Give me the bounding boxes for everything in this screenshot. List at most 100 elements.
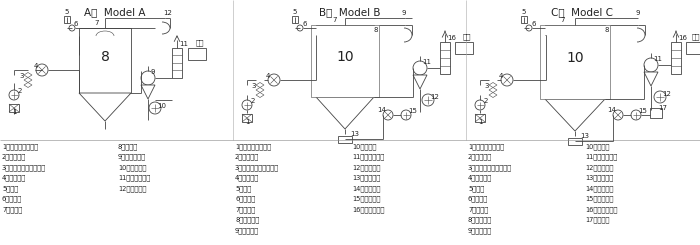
Text: 7、雾化器: 7、雾化器	[235, 206, 256, 213]
Text: 14: 14	[608, 107, 617, 113]
Text: 5、料棒: 5、料棒	[2, 185, 18, 192]
Bar	[455, 42, 473, 54]
Text: 8: 8	[605, 27, 609, 33]
Bar	[475, 114, 485, 122]
Circle shape	[501, 74, 513, 86]
Text: 水箱: 水箱	[196, 40, 204, 46]
Text: 4: 4	[34, 63, 38, 69]
Text: 1、粗效空气过滤器: 1、粗效空气过滤器	[468, 143, 504, 150]
Text: 6、给料泵: 6、给料泵	[235, 196, 256, 202]
Text: 7: 7	[332, 17, 337, 23]
Text: 3、中、高效空气过滤器: 3、中、高效空气过滤器	[235, 164, 279, 171]
Text: 3、中、高效空气过滤器: 3、中、高效空气过滤器	[468, 164, 512, 171]
Text: 4、电加热器: 4、电加热器	[468, 174, 492, 181]
Circle shape	[654, 91, 666, 103]
Text: 4、电加热器: 4、电加热器	[2, 174, 27, 181]
Text: 3、中、高效空气过滤器: 3、中、高效空气过滤器	[2, 164, 46, 171]
Bar	[9, 104, 19, 112]
Polygon shape	[644, 72, 658, 86]
Text: 9、旋风分魔器: 9、旋风分魔器	[118, 154, 146, 160]
Text: 16: 16	[678, 35, 687, 41]
Bar	[686, 42, 700, 54]
Text: 12: 12	[164, 10, 172, 16]
Text: 17、除湿机: 17、除湿机	[585, 217, 610, 223]
Polygon shape	[256, 93, 264, 98]
Bar	[440, 42, 450, 74]
Polygon shape	[24, 83, 32, 87]
Bar	[338, 135, 352, 143]
Text: 8、干燥塔: 8、干燥塔	[118, 143, 139, 150]
Text: 14、电加热器: 14、电加热器	[585, 185, 613, 192]
Text: 11: 11	[654, 56, 662, 62]
Circle shape	[401, 110, 411, 120]
Text: 2: 2	[251, 98, 256, 104]
Text: 1、粗效空气过滤器: 1、粗效空气过滤器	[235, 143, 271, 150]
Text: 12: 12	[663, 91, 671, 97]
Text: 4: 4	[266, 73, 270, 79]
Text: 15、气扫风机: 15、气扫风机	[352, 196, 380, 202]
Text: 10、干燥塔: 10、干燥塔	[352, 143, 377, 150]
Circle shape	[383, 110, 393, 120]
Text: C型  Model C: C型 Model C	[551, 7, 613, 17]
Polygon shape	[316, 97, 374, 129]
Text: 9: 9	[402, 10, 406, 16]
Text: 10、引风风机: 10、引风风机	[118, 164, 146, 171]
Bar	[545, 25, 605, 99]
Polygon shape	[489, 87, 497, 93]
Bar	[650, 108, 662, 118]
Text: 2、送风风机: 2、送风风机	[2, 154, 27, 160]
Polygon shape	[256, 83, 264, 87]
Text: 6、给料泵: 6、给料泵	[468, 196, 489, 202]
Text: 12、冷风风机: 12、冷风风机	[118, 185, 146, 192]
Text: 水箱: 水箱	[463, 34, 471, 40]
Text: 11: 11	[423, 59, 431, 65]
Bar	[64, 16, 70, 24]
Bar	[521, 16, 527, 24]
Text: 16、水淋除尘器: 16、水淋除尘器	[352, 206, 384, 213]
Text: 5: 5	[65, 9, 69, 15]
Text: 17: 17	[659, 105, 668, 111]
Polygon shape	[489, 93, 497, 98]
Text: 15: 15	[409, 108, 417, 114]
Bar	[79, 28, 131, 93]
Circle shape	[526, 25, 532, 31]
Circle shape	[413, 61, 427, 75]
Text: 3: 3	[20, 73, 25, 79]
Text: 14: 14	[377, 107, 386, 113]
Text: 2: 2	[484, 98, 488, 104]
Text: 6: 6	[532, 21, 536, 27]
Text: 13、气扫装置: 13、气扫装置	[585, 174, 613, 181]
Bar	[188, 48, 206, 60]
Text: 9: 9	[636, 10, 640, 16]
Text: 水箱: 水箱	[692, 34, 700, 40]
Text: 4: 4	[499, 73, 503, 79]
Bar	[242, 114, 252, 122]
Text: 4、电加热器: 4、电加热器	[235, 174, 259, 181]
Circle shape	[268, 74, 280, 86]
Text: 1: 1	[477, 119, 482, 125]
Text: 3: 3	[484, 83, 489, 89]
Text: 6、给料泵: 6、给料泵	[2, 196, 22, 202]
Bar	[316, 25, 374, 97]
Bar	[292, 16, 298, 24]
Text: 2、送风风机: 2、送风风机	[468, 154, 492, 160]
Text: A型  Model A: A型 Model A	[84, 7, 146, 17]
Polygon shape	[24, 73, 32, 77]
Circle shape	[242, 100, 252, 110]
Circle shape	[36, 64, 48, 76]
Bar	[172, 48, 182, 78]
Text: 13: 13	[580, 133, 589, 139]
Text: 7、雾化器: 7、雾化器	[468, 206, 489, 213]
Text: 10: 10	[158, 103, 167, 109]
Text: 11、旋风分尘器: 11、旋风分尘器	[585, 154, 617, 160]
Text: 13、气扫装置: 13、气扫装置	[352, 174, 380, 181]
Text: 15、气扫风机: 15、气扫风机	[585, 196, 613, 202]
Text: 12、引风风机: 12、引风风机	[585, 164, 613, 171]
Text: 16、水淋除尘器: 16、水淋除尘器	[585, 206, 617, 213]
Circle shape	[69, 25, 75, 31]
Circle shape	[644, 58, 658, 72]
Text: 8: 8	[374, 27, 378, 33]
Text: 10、干燥塔: 10、干燥塔	[585, 143, 610, 150]
Circle shape	[613, 110, 623, 120]
Bar	[311, 25, 379, 97]
